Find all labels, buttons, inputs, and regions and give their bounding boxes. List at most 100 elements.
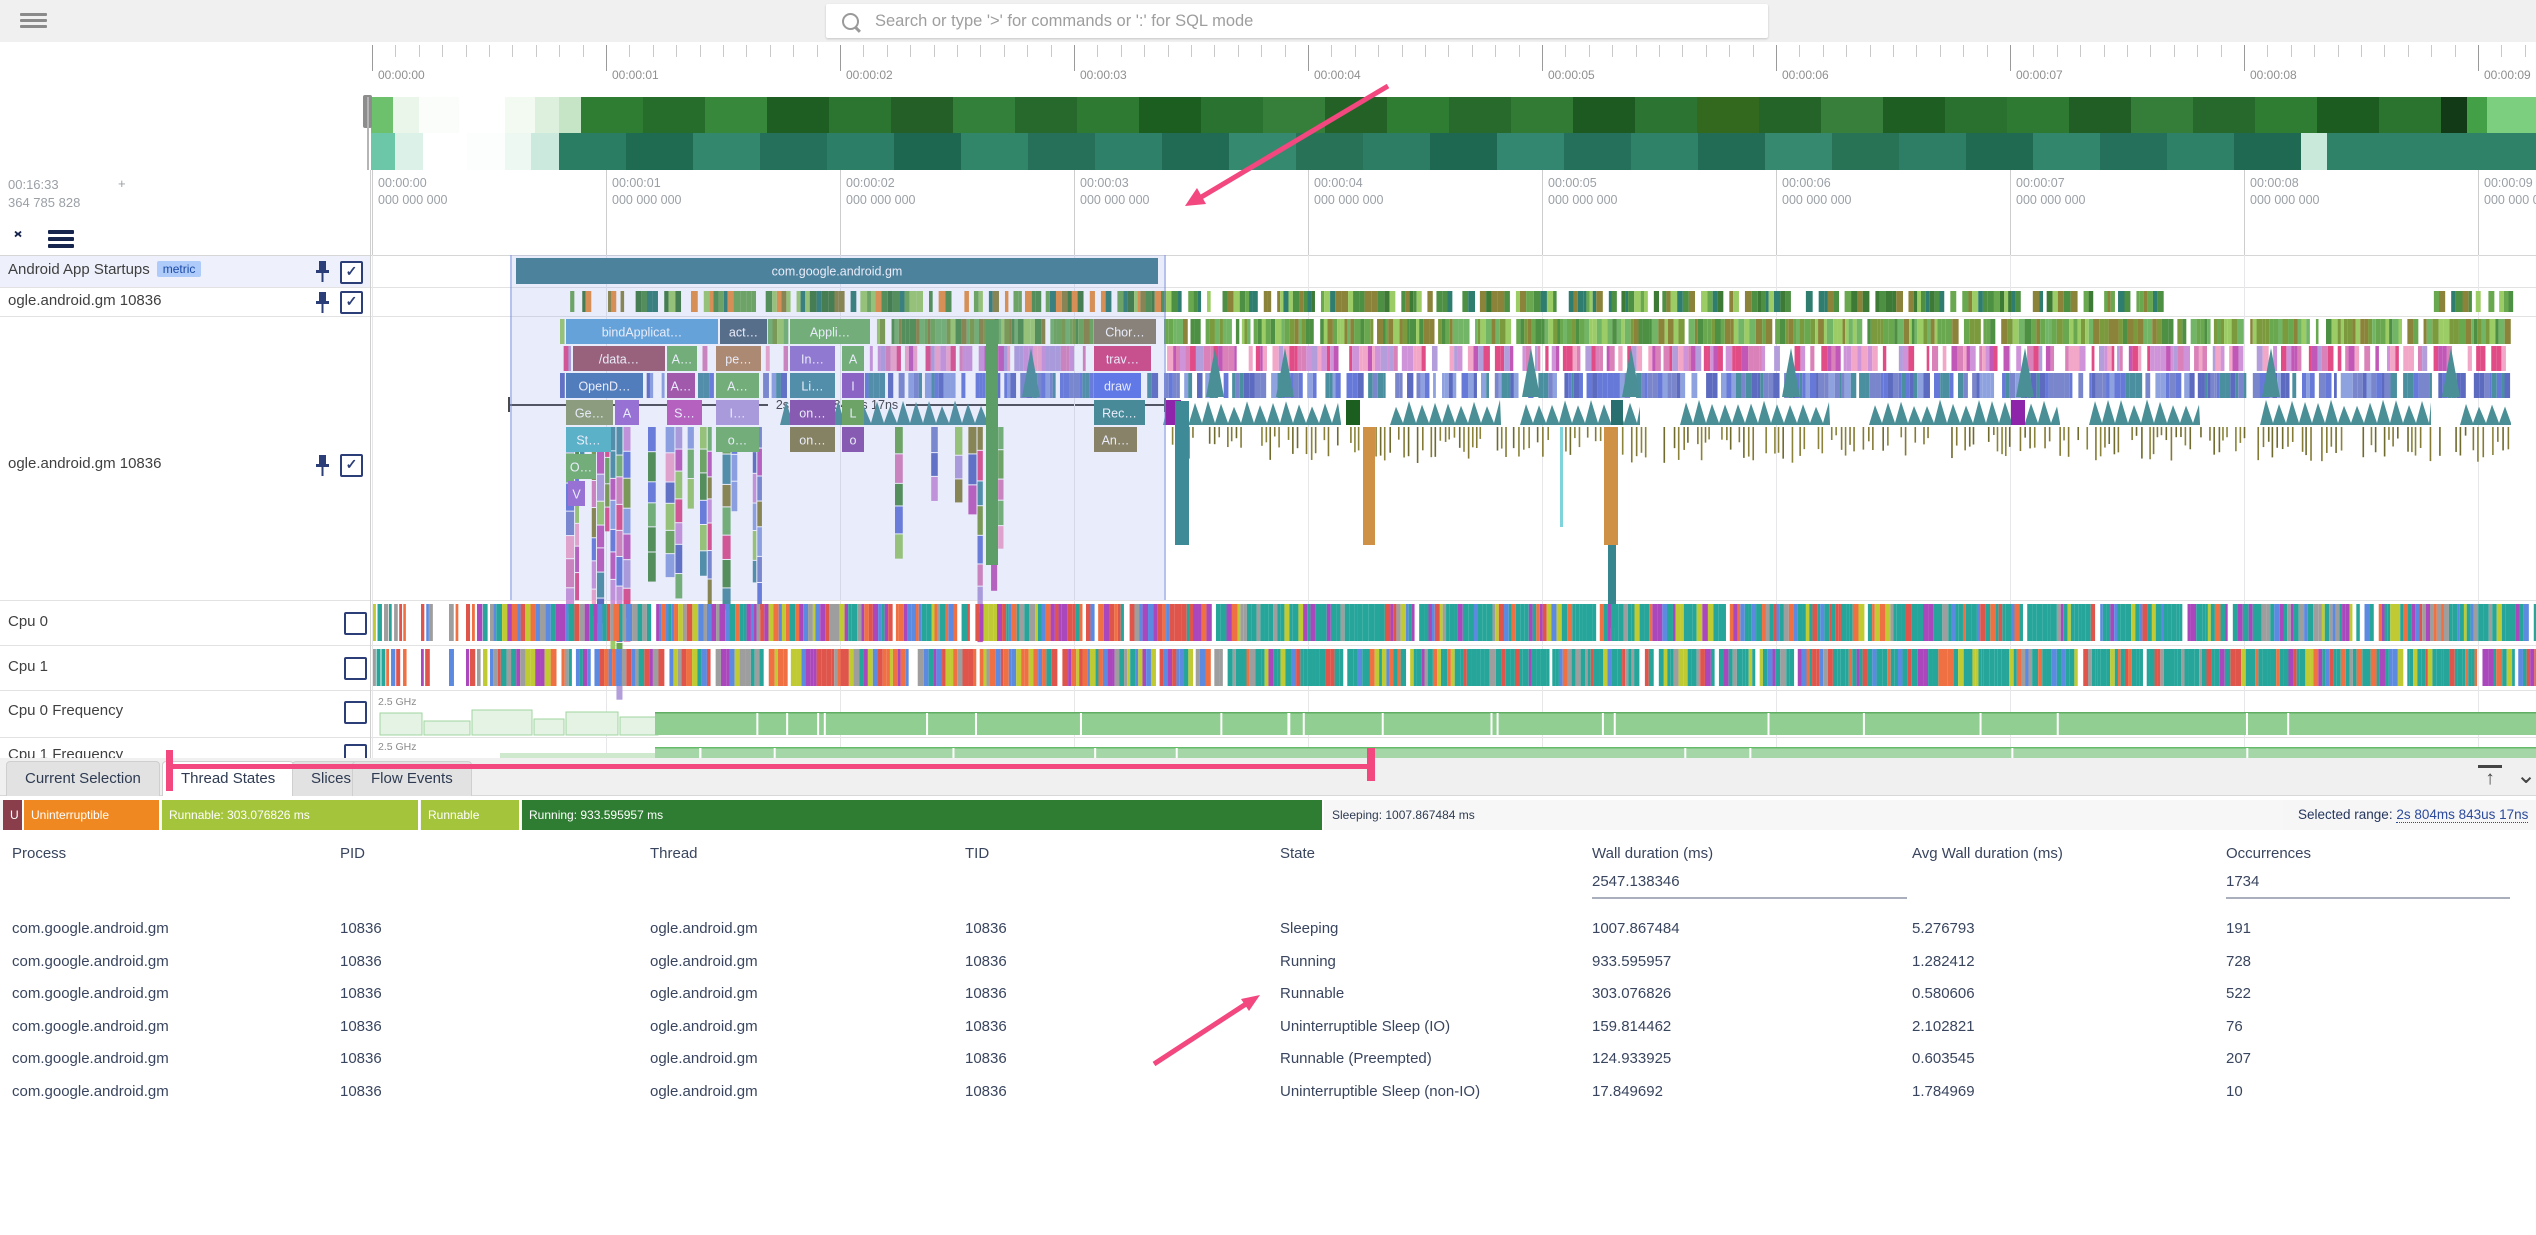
search-icon xyxy=(842,12,859,30)
ruler-tick xyxy=(372,45,373,71)
divider xyxy=(0,255,2536,256)
ruler-tick xyxy=(1752,45,1754,57)
ruler-tick xyxy=(1893,45,1894,57)
timeline-canvas[interactable]: bindApplicat… act… Appli… Chor… /data… A… pe… I… xyxy=(371,255,2536,763)
heatmap-cell xyxy=(643,97,705,133)
pin-icon[interactable] xyxy=(315,261,330,282)
chevron-down-icon[interactable]: ⌄ xyxy=(2516,762,2536,789)
svg-text:I…: I… xyxy=(730,407,746,421)
table-header-4[interactable]: State xyxy=(1280,845,1316,862)
divider xyxy=(0,645,2536,646)
table-header-1[interactable]: PID xyxy=(340,845,366,862)
table-header-6[interactable]: Avg Wall duration (ms) xyxy=(1912,845,2063,862)
svg-text:on…: on… xyxy=(799,434,825,448)
table-header-7[interactable]: Occurrences xyxy=(2226,845,2312,862)
track-thread-strip[interactable]: ogle.android.gm 10836 ✓ xyxy=(0,288,370,316)
search-box[interactable] xyxy=(826,4,1768,38)
track-checkbox[interactable] xyxy=(344,612,367,635)
table-header-5[interactable]: Wall duration (ms) xyxy=(1592,845,1714,862)
overview-heatmap-row1[interactable] xyxy=(371,97,2536,133)
heatmap-cell xyxy=(1296,133,1363,170)
table-cell: 5.276793 xyxy=(1912,920,1975,937)
heatmap-cell xyxy=(1387,97,1449,133)
track-cpu1-frequency[interactable]: Cpu 1 Frequency xyxy=(0,738,370,767)
ruler-tick xyxy=(1284,45,1286,57)
table-cell: Sleeping xyxy=(1280,920,1339,937)
track-thread-main[interactable]: ogle.android.gm 10836 ✓ xyxy=(0,317,370,600)
svg-text:act…: act… xyxy=(729,326,758,340)
track-checkbox[interactable] xyxy=(344,701,367,724)
ruler-tick xyxy=(442,45,444,57)
ruler-tick xyxy=(1401,45,1403,57)
table-cell: 1.282412 xyxy=(1912,952,1975,970)
track-cpu1[interactable]: Cpu 1 xyxy=(0,646,370,690)
table-cell: 191 xyxy=(2226,920,2252,937)
ruler-tick xyxy=(2197,45,2199,57)
selected-range-label: Selected range: xyxy=(2298,807,2393,822)
svg-text:A…: A… xyxy=(672,353,693,367)
heatmap-cell xyxy=(961,133,1028,170)
metric-badge: metric xyxy=(156,261,202,277)
track-checkbox[interactable]: ✓ xyxy=(340,291,363,314)
expand-panel-icon[interactable]: ↑ xyxy=(2478,765,2502,790)
table-header-3[interactable]: TID xyxy=(965,845,990,862)
svg-text:Rec…: Rec… xyxy=(1102,407,1137,421)
table-cell: 10836 xyxy=(965,1017,1007,1035)
ruler-tick xyxy=(2361,45,2362,57)
search-input[interactable] xyxy=(873,10,1768,32)
pin-icon[interactable] xyxy=(315,455,330,476)
svg-text:o: o xyxy=(850,434,857,448)
tab-flow-events[interactable]: Flow Events xyxy=(352,761,472,796)
ruler-tick xyxy=(652,45,654,57)
table-header-2[interactable]: Thread xyxy=(650,845,698,862)
heatmap-cell xyxy=(1511,97,1573,133)
heatmap-cell xyxy=(1077,97,1139,133)
ruler-tick xyxy=(1495,45,1497,57)
tab-current-selection[interactable]: Current Selection xyxy=(6,761,160,796)
ruler-tick xyxy=(1308,45,1309,71)
track-checkbox[interactable] xyxy=(344,657,367,680)
track-options-icon[interactable] xyxy=(48,230,74,251)
trace-clock: 00:16:33 364 785 828 xyxy=(8,176,80,212)
table-header-0[interactable]: Process xyxy=(12,845,67,862)
ruler-gridline xyxy=(840,170,841,255)
selected-range-value[interactable]: 2s 804ms 843us 17ns xyxy=(2396,807,2529,823)
ruler-tick xyxy=(886,45,888,57)
thread-state-breakdown-bar: U Uninterruptible Runnable: 303.076826 ms R… xyxy=(0,800,2536,830)
divider xyxy=(0,316,2536,317)
heatmap-cell xyxy=(2327,133,2536,170)
ruler-tick xyxy=(2524,45,2526,57)
annotation-arrow-table xyxy=(1152,995,1260,1067)
ruler-tick xyxy=(395,45,397,57)
ruler-time-label: 00:00:05 000 000 000 xyxy=(1548,176,1618,207)
menu-icon[interactable] xyxy=(20,13,47,29)
table-cell: ogle.android.gm xyxy=(650,1050,758,1068)
heatmap-cell xyxy=(1363,133,1430,170)
track-checkbox[interactable]: ✓ xyxy=(340,261,363,284)
track-cpu0-frequency[interactable]: Cpu 0 Frequency xyxy=(0,691,370,737)
ruler-tick xyxy=(489,45,490,57)
heatmap-cell xyxy=(1883,97,1945,133)
overview-heatmap-row2[interactable] xyxy=(371,133,2536,170)
heatmap-cell xyxy=(1028,133,1095,170)
heatmap-cell xyxy=(467,133,505,170)
track-checkbox[interactable]: ✓ xyxy=(340,454,363,477)
heatmap-cell xyxy=(531,133,559,170)
ruler-tick xyxy=(1705,45,1707,57)
track-android-app-startups[interactable]: Android App Startups metric ✓ xyxy=(0,256,370,287)
ruler-tick xyxy=(2244,45,2245,71)
heatmap-cell xyxy=(1564,133,1631,170)
collapse-all-icon[interactable]: ⌄ ⌃ xyxy=(11,222,25,248)
table-cell: 728 xyxy=(2226,952,2252,970)
table-cell: 10836 xyxy=(340,985,382,1003)
heatmap-cell xyxy=(395,133,423,170)
heatmap-cell xyxy=(535,97,559,133)
ruler-tick xyxy=(1331,45,1333,57)
ruler-tick xyxy=(1565,45,1567,57)
table-cell: ogle.android.gm xyxy=(650,985,758,1003)
tab-thread-states[interactable]: Thread States xyxy=(162,761,295,796)
table-cell: 10836 xyxy=(965,952,1007,970)
track-cpu0[interactable]: Cpu 0 xyxy=(0,601,370,645)
pin-icon[interactable] xyxy=(315,292,330,313)
